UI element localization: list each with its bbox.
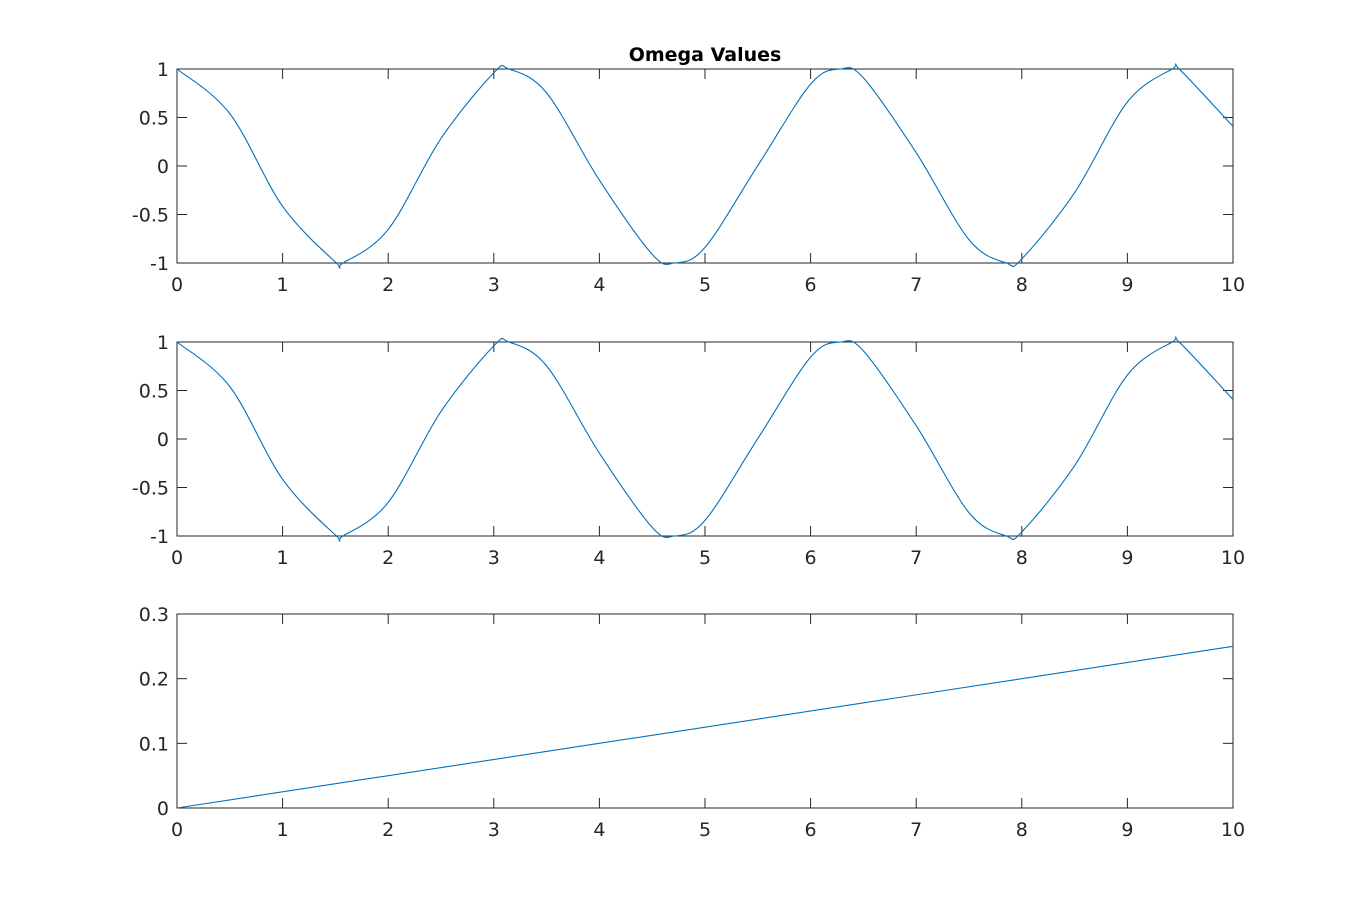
x-tick-label: 7 [910, 547, 922, 569]
x-tick-label: 6 [805, 274, 817, 296]
y-tick-label: 0 [157, 798, 169, 820]
x-tick-label: 2 [382, 819, 394, 841]
x-tick-label: 5 [699, 819, 711, 841]
x-tick-label: 0 [171, 547, 183, 569]
plot-area-3 [176, 613, 1234, 809]
y-tick-label: -0.5 [132, 478, 169, 500]
x-tick-label: 6 [805, 819, 817, 841]
x-tick-label: 6 [805, 547, 817, 569]
y-tick-label: -0.5 [132, 205, 169, 227]
x-tick-label: 8 [1016, 547, 1028, 569]
x-tick-label: 0 [171, 819, 183, 841]
x-tick-label: 3 [488, 547, 500, 569]
series-line-1 [176, 63, 1234, 269]
x-tick-label: 3 [488, 819, 500, 841]
subplot-3: 0 1 2 3 4 5 6 7 8 9 10 0 0.1 0.2 0.3 [139, 604, 1245, 841]
y-tick-label: 1 [157, 332, 169, 354]
x-tick-label: 10 [1221, 547, 1245, 569]
subplot-1: 0 1 2 3 4 5 6 7 8 9 10 -1 -0.5 0 0.5 1 [132, 59, 1245, 296]
x-tick-label: 4 [593, 274, 605, 296]
x-tick-label: 1 [277, 274, 289, 296]
x-tick-label: 5 [699, 274, 711, 296]
x-tick-label: 9 [1121, 819, 1133, 841]
y-tick-label: -1 [150, 526, 169, 548]
y-tick-label: 0.1 [139, 733, 169, 755]
x-tick-label: 2 [382, 547, 394, 569]
x-tick-label: 4 [593, 547, 605, 569]
y-tick-label: -1 [150, 253, 169, 275]
x-tick-label: 4 [593, 819, 605, 841]
y-tick-label: 1 [157, 59, 169, 81]
x-tick-label: 8 [1016, 274, 1028, 296]
y-tick-label: 0 [157, 429, 169, 451]
x-tick-label: 5 [699, 547, 711, 569]
x-tick-label: 2 [382, 274, 394, 296]
x-tick-label: 3 [488, 274, 500, 296]
x-tick-label: 1 [277, 547, 289, 569]
x-tick-label: 10 [1221, 819, 1245, 841]
x-tick-label: 9 [1121, 274, 1133, 296]
x-tick-label: 8 [1016, 819, 1028, 841]
plot-area-2 [176, 341, 1234, 537]
plot-area-1 [176, 68, 1234, 264]
figure-title: Omega Values [629, 44, 782, 66]
series-line-2 [176, 336, 1234, 542]
y-tick-label: 0.5 [139, 381, 169, 403]
subplot-2: 0 1 2 3 4 5 6 7 8 9 10 -1 -0.5 0 0.5 1 [132, 332, 1245, 569]
x-tick-label: 9 [1121, 547, 1133, 569]
y-tick-label: 0.3 [139, 604, 169, 626]
subplot-axes-group: 0 1 2 3 4 5 6 7 8 9 10-1-0.500.510 1 2 3 4 5 6 7 8 9 10-1-0.… [132, 59, 1245, 841]
y-tick-label: 0 [157, 156, 169, 178]
x-tick-label: 7 [910, 274, 922, 296]
x-tick-label: 7 [910, 819, 922, 841]
series-line-3 [176, 645, 1234, 809]
x-tick-label: 10 [1221, 274, 1245, 296]
x-tick-label: 0 [171, 274, 183, 296]
x-tick-label: 1 [277, 819, 289, 841]
y-tick-label: 0.2 [139, 669, 169, 691]
y-tick-label: 0.5 [139, 108, 169, 130]
